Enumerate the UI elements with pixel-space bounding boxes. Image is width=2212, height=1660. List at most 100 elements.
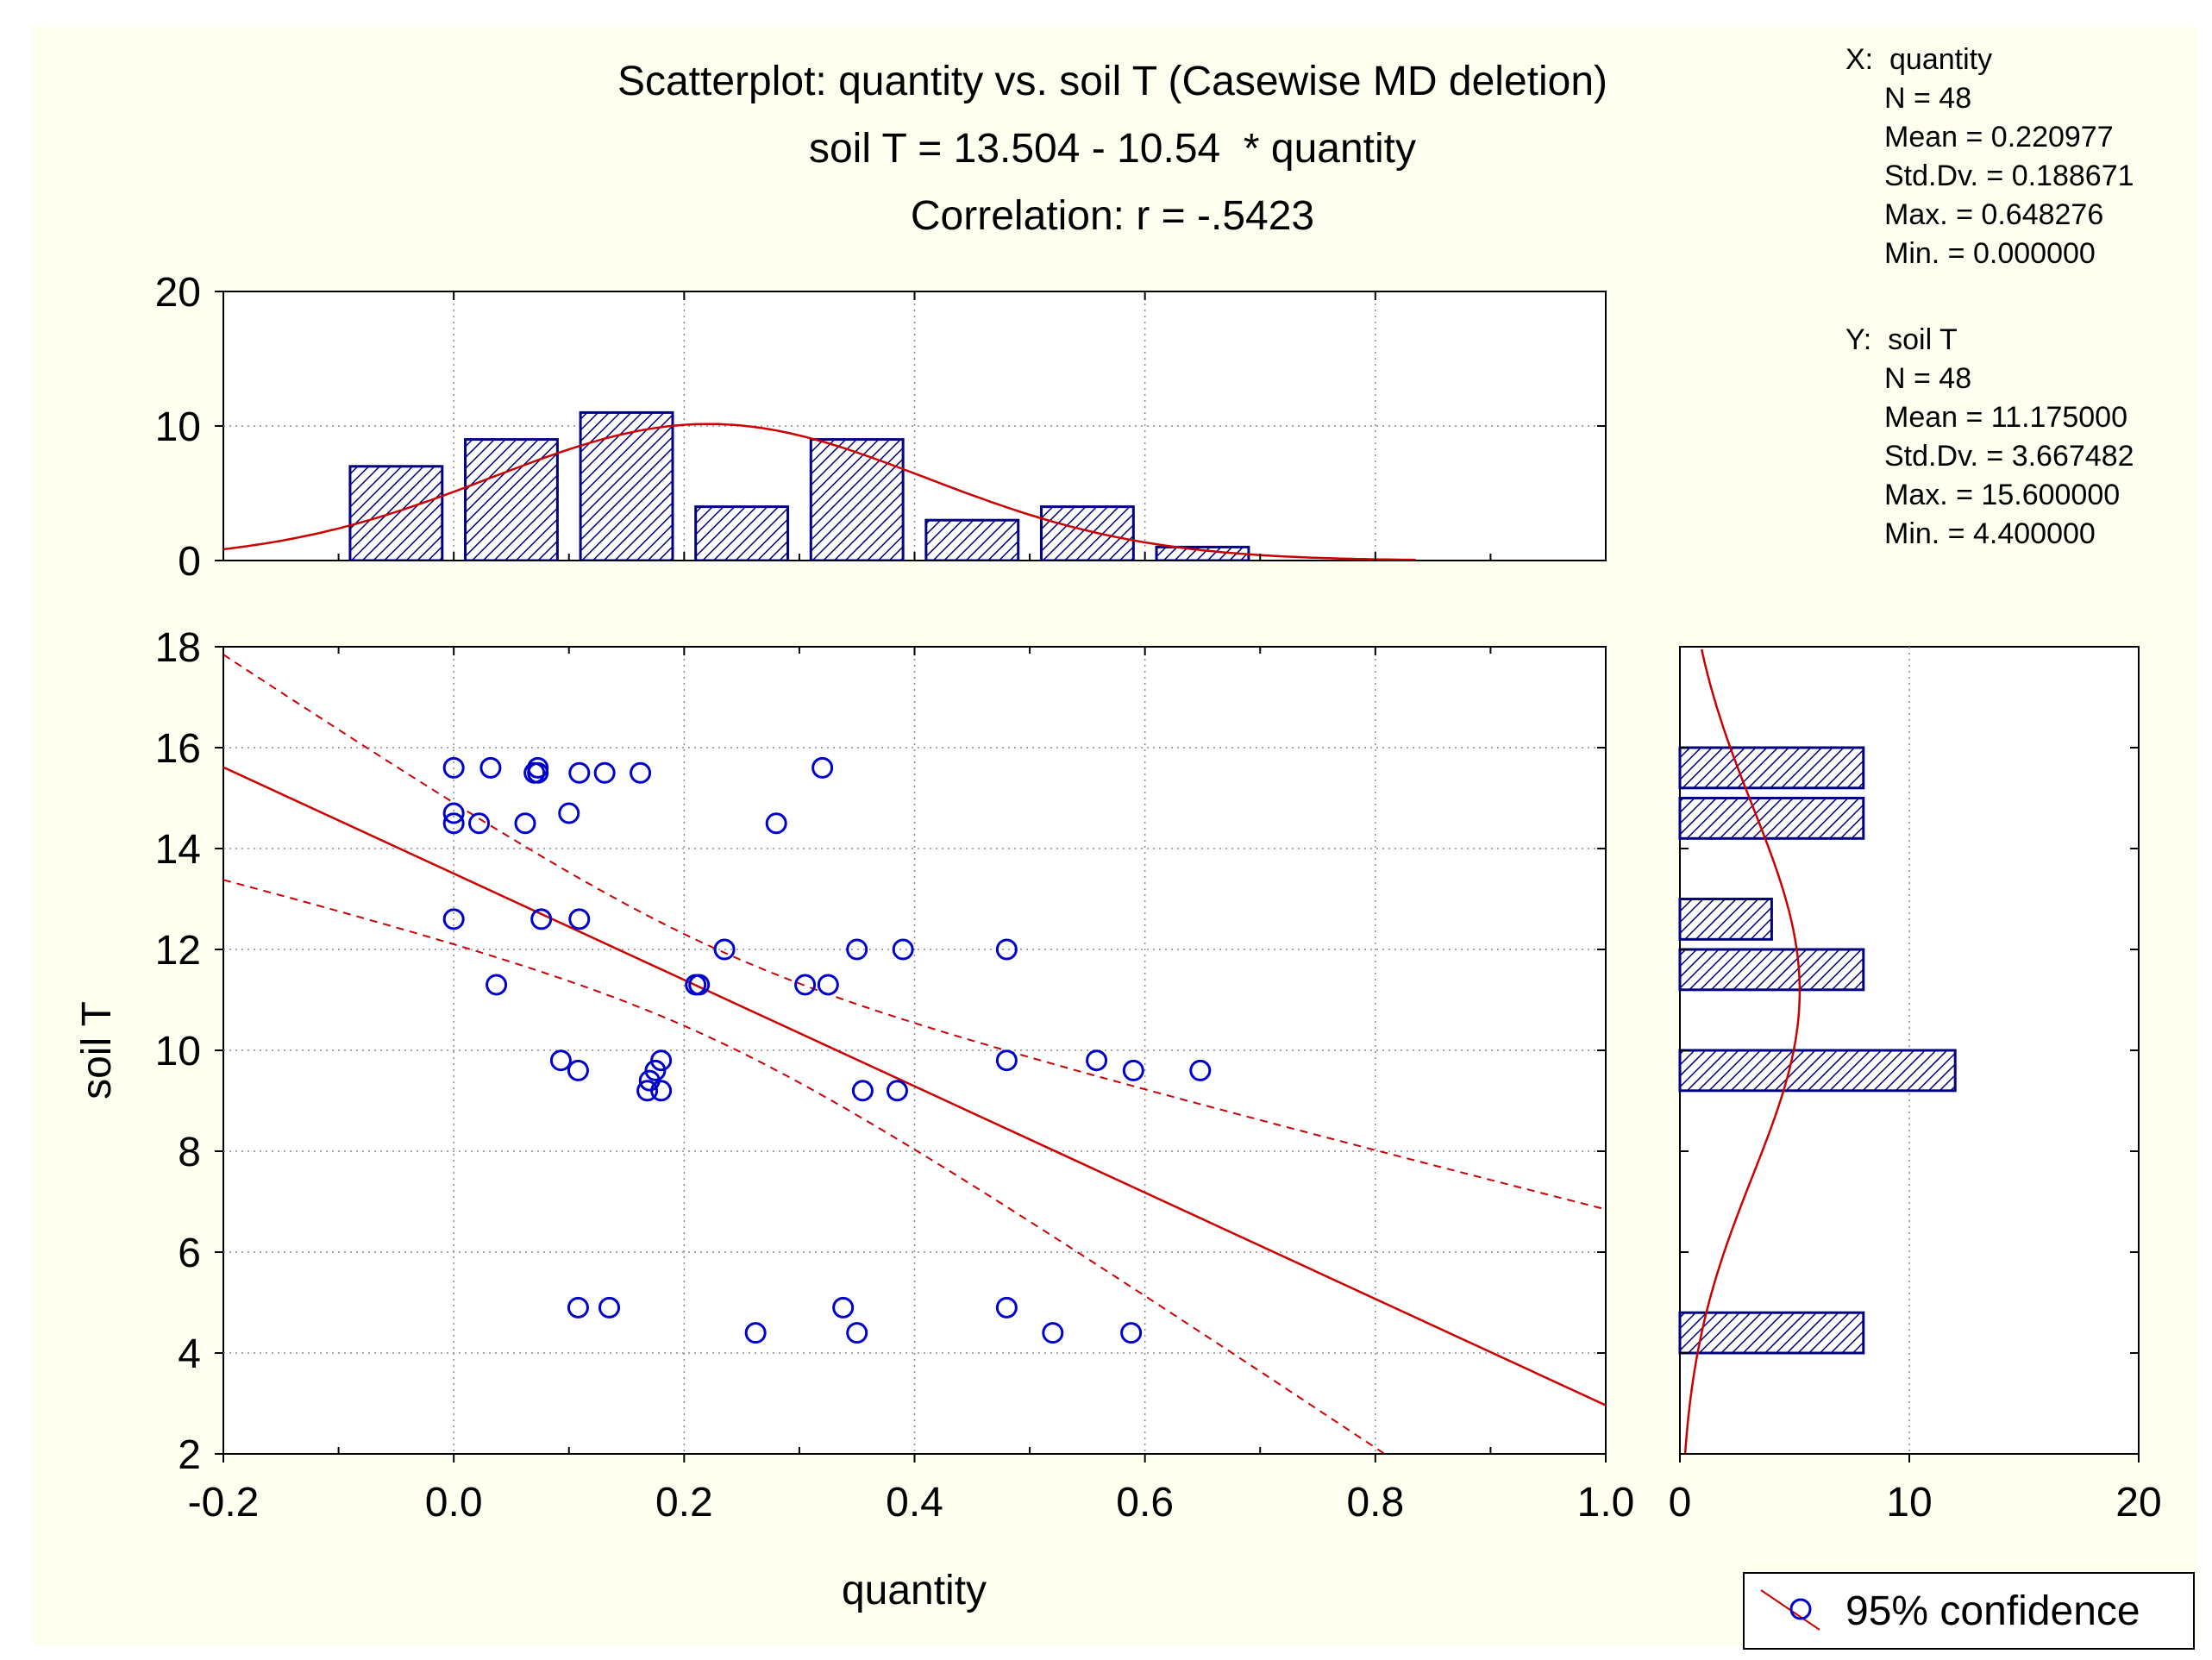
data-point xyxy=(630,761,652,784)
quantity-histogram-bar xyxy=(924,518,1020,561)
soil-t-histogram-bar xyxy=(1678,746,1865,790)
data-point xyxy=(567,1059,589,1081)
data-point xyxy=(995,1049,1018,1072)
data-point xyxy=(514,812,536,835)
quantity-histogram xyxy=(223,410,1416,561)
stats-x-header: X: quantity xyxy=(1845,43,1992,76)
soil-t-histogram-bar xyxy=(1678,1311,1865,1355)
data-point xyxy=(523,761,546,784)
quantity-histogram-bar xyxy=(694,505,790,561)
stats-x-line: N = 48 xyxy=(1884,82,1971,115)
legend: 95% confidence xyxy=(1743,1572,2195,1650)
top-y-tick-label: 10 xyxy=(155,404,201,450)
y-tick-label: 12 xyxy=(155,928,201,974)
right-x-tick-label: 20 xyxy=(2115,1480,2161,1525)
y-tick-label: 18 xyxy=(155,625,201,671)
soil-t-histogram-bar xyxy=(1678,898,1773,941)
data-point xyxy=(1122,1059,1144,1081)
data-point xyxy=(486,974,508,996)
data-point xyxy=(567,1296,589,1319)
data-point xyxy=(530,908,553,930)
y-tick-label: 2 xyxy=(178,1432,201,1478)
soil-t-histogram-bar xyxy=(1678,1049,1957,1093)
x-axis-label: quantity xyxy=(842,1568,987,1613)
x-tick-label: 0.4 xyxy=(886,1480,943,1525)
data-point xyxy=(442,812,465,835)
data-point xyxy=(1042,1322,1064,1344)
data-point xyxy=(846,1322,868,1344)
stats-panel: X: quantity N = 48 Mean = 0.220977 Std.D… xyxy=(1845,43,2134,550)
legend-box xyxy=(1743,1572,2195,1650)
soil-t-histogram-bar xyxy=(1678,797,1865,840)
regression-lines xyxy=(223,654,1606,1454)
quantity-normal-curve xyxy=(223,423,1416,561)
data-point xyxy=(744,1322,767,1344)
top-y-tick-label: 20 xyxy=(155,270,201,316)
quantity-histogram-bar xyxy=(1039,505,1135,561)
data-point xyxy=(593,761,616,784)
soil-t-normal-curve xyxy=(1683,648,1802,1455)
data-point xyxy=(995,1296,1018,1319)
stats-y-header: Y: soil T xyxy=(1845,323,1958,356)
y-tick-label: 10 xyxy=(155,1029,201,1074)
stats-x-line: Min. = 0.000000 xyxy=(1884,237,2096,270)
stats-y-line: Std.Dv. = 3.667482 xyxy=(1884,440,2134,473)
data-point xyxy=(468,812,491,835)
stats-x-line: Mean = 0.220977 xyxy=(1884,121,2114,153)
data-point xyxy=(1086,1049,1108,1072)
quantity-histogram-bar xyxy=(809,438,905,561)
y-tick-label: 14 xyxy=(155,827,201,873)
chart-title-line-3: Correlation: r = -.5423 xyxy=(911,193,1314,239)
stats-x-line: Std.Dv. = 0.188671 xyxy=(1884,160,2134,192)
data-point xyxy=(1120,1322,1143,1344)
x-tick-label: 0.2 xyxy=(655,1480,713,1525)
data-point xyxy=(851,1080,874,1102)
y-tick-label: 8 xyxy=(178,1130,201,1175)
axis-ticks: -0.2 0.0 0.2 0.4 0.6 0.8 1.0 2 4 6 8 10 12 14 16 18 0 10 2… xyxy=(155,270,2162,1525)
data-point xyxy=(886,1080,908,1102)
data-point xyxy=(549,1049,572,1072)
y-axis-label: soil T xyxy=(74,1001,120,1099)
quantity-histogram-bar xyxy=(348,465,444,561)
data-point xyxy=(442,756,465,779)
legend-label: 95% confidence xyxy=(1845,1588,2140,1634)
data-point xyxy=(832,1296,855,1319)
scatter-points xyxy=(442,756,1212,1344)
top-y-tick-label: 0 xyxy=(178,539,201,585)
x-tick-label: 1.0 xyxy=(1577,1480,1635,1525)
data-point xyxy=(558,802,580,824)
data-point xyxy=(817,974,839,996)
data-point xyxy=(598,1296,621,1319)
x-tick-label: 0.8 xyxy=(1346,1480,1404,1525)
data-point xyxy=(568,761,591,784)
y-tick-label: 4 xyxy=(178,1331,201,1377)
y-tick-label: 6 xyxy=(178,1231,201,1276)
soil-t-histogram xyxy=(1678,648,1957,1455)
soil-t-histogram-bar xyxy=(1678,948,1865,992)
data-point xyxy=(442,908,465,930)
stats-y-line: Min. = 4.400000 xyxy=(1884,517,2096,550)
chart-title-line-2: soil T = 13.504 - 10.54 * quantity xyxy=(809,126,1416,172)
data-point xyxy=(442,802,465,824)
x-tick-label: 0.6 xyxy=(1116,1480,1174,1525)
data-point xyxy=(685,974,707,996)
x-tick-label: 0.0 xyxy=(425,1480,483,1525)
data-point xyxy=(765,812,787,835)
data-point xyxy=(892,938,914,961)
chart-title-line-1: Scatterplot: quantity vs. soil T (Casewi… xyxy=(617,59,1607,104)
right-x-tick-label: 10 xyxy=(1886,1480,1932,1525)
data-point xyxy=(638,1069,661,1092)
x-tick-label: -0.2 xyxy=(188,1480,260,1525)
data-point xyxy=(811,756,834,779)
quantity-histogram-bar xyxy=(579,410,674,561)
data-point xyxy=(846,938,868,961)
stats-y-line: Mean = 11.175000 xyxy=(1884,401,2127,434)
data-point xyxy=(995,938,1018,961)
y-tick-label: 16 xyxy=(155,726,201,772)
grid-lines xyxy=(223,291,1910,1454)
data-point xyxy=(568,908,591,930)
data-point xyxy=(1189,1059,1212,1081)
stats-y-line: Max. = 15.600000 xyxy=(1884,479,2120,511)
data-point xyxy=(636,1080,659,1102)
